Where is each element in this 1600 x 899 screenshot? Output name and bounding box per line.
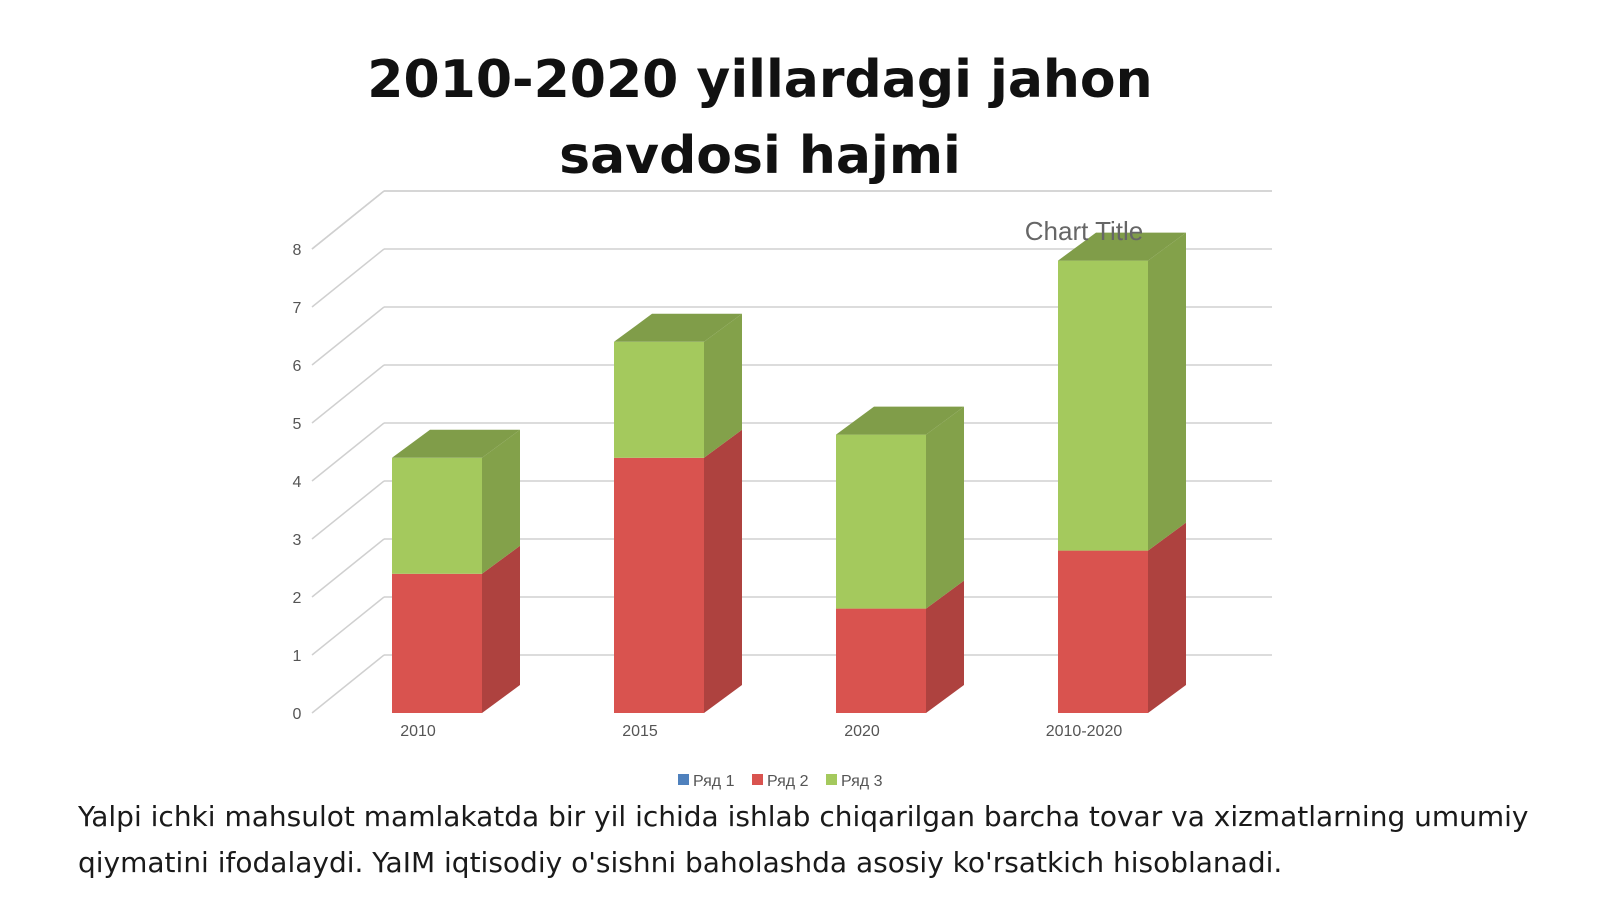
bar-side <box>1148 232 1186 551</box>
y-tick-label: 8 <box>293 242 302 259</box>
slide-caption: Yalpi ichki mahsulot mamlakatda bir yil … <box>78 800 1529 879</box>
gridline-depth <box>311 190 385 250</box>
legend-label: Ряд 3 <box>841 773 883 790</box>
gridline-depth <box>311 306 385 366</box>
gridline-depth <box>311 364 385 424</box>
bar-side <box>704 429 742 713</box>
y-tick-label: 6 <box>293 358 302 375</box>
bar-segment <box>836 434 926 609</box>
y-tick-label: 5 <box>293 416 302 433</box>
gridline-depth <box>311 538 385 598</box>
bar-top <box>392 429 520 458</box>
chart-bars <box>392 232 1186 713</box>
y-tick-label: 0 <box>293 706 302 723</box>
bar-segment <box>1058 260 1148 551</box>
bar-segment <box>392 573 482 713</box>
bar-top <box>614 313 742 342</box>
bar-side <box>926 406 964 609</box>
x-tick-label: 2010-2020 <box>1046 723 1123 740</box>
bar-side <box>482 429 520 574</box>
bar-side <box>926 580 964 713</box>
legend-swatch <box>752 774 763 785</box>
x-tick-label: 2020 <box>844 723 880 740</box>
chart-labels: 0 1 2 3 4 5 6 7 8 2010 2015 2020 2010-2020 Chart Titl… <box>293 216 1144 790</box>
chart-title: Chart Title <box>1025 216 1144 246</box>
legend-swatch <box>826 774 837 785</box>
bar-segment <box>614 457 704 713</box>
x-tick-label: 2010 <box>400 723 436 740</box>
y-tick-label: 2 <box>293 590 302 607</box>
legend-label: Ряд 1 <box>693 773 735 790</box>
x-tick-label: 2015 <box>622 723 658 740</box>
slide-title: 2010-2020 yillardagi jahon savdosi hajmi <box>367 50 1153 186</box>
y-tick-label: 3 <box>293 532 302 549</box>
bar-side <box>482 545 520 713</box>
gridline-depth <box>311 422 385 482</box>
bar-segment <box>392 457 482 574</box>
legend-label: Ряд 2 <box>767 773 809 790</box>
y-tick-label: 4 <box>293 474 302 491</box>
gridline-depth <box>311 654 385 714</box>
gridline-depth <box>311 248 385 308</box>
gridline-depth <box>311 480 385 540</box>
bar-segment <box>836 608 926 713</box>
bar-segment <box>1058 550 1148 713</box>
bar-top <box>1058 232 1186 261</box>
bar-side <box>1148 522 1186 713</box>
y-tick-label: 1 <box>293 648 302 665</box>
bar-top <box>836 406 964 435</box>
gridline-depth <box>311 596 385 656</box>
y-tick-label: 7 <box>293 300 302 317</box>
bar-segment <box>614 341 704 458</box>
legend-swatch <box>678 774 689 785</box>
bar-side <box>704 313 742 458</box>
